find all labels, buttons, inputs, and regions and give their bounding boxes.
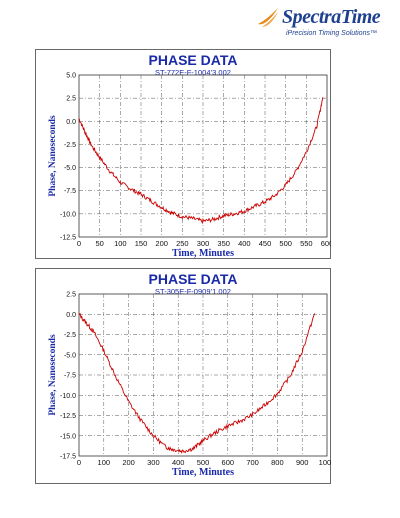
- x-tick-label: 100: [114, 239, 127, 248]
- y-tick-label: -7.5: [64, 373, 76, 380]
- phase-series-line: [78, 312, 316, 454]
- brand-tagline: iPrecision Timing Solutions™: [286, 30, 377, 37]
- x-tick-label: 900: [296, 458, 309, 467]
- x-tick-label: 600: [321, 239, 331, 248]
- y-tick-label: 5.0: [66, 73, 76, 80]
- x-tick-label: 350: [217, 239, 230, 248]
- y-tick-label: -17.5: [60, 454, 76, 461]
- swoosh-icon: [258, 8, 278, 27]
- x-tick-label: 500: [197, 458, 210, 467]
- x-tick-label: 0: [77, 239, 81, 248]
- x-tick-label: 300: [197, 239, 210, 248]
- x-axis-label: Time, Minutes: [172, 467, 234, 478]
- x-tick-label: 800: [271, 458, 284, 467]
- y-tick-label: -15.0: [60, 433, 76, 440]
- chart-title: PHASE DATA: [149, 271, 238, 287]
- x-tick-label: 550: [300, 239, 313, 248]
- x-tick-label: 450: [259, 239, 272, 248]
- y-tick-label: 2.5: [66, 292, 76, 299]
- y-tick-label: -12.5: [60, 413, 76, 420]
- chart-subtitle: ST-772E-F-1004’3.002: [155, 68, 231, 77]
- y-tick-label: -2.5: [64, 332, 76, 339]
- y-tick-label: -7.5: [64, 188, 76, 195]
- y-tick-label: 2.5: [66, 96, 76, 103]
- phase-chart-1: PHASE DATA ST-772E-F-1004’3.002 0 50 100 150 2…: [35, 49, 331, 259]
- x-tick-label: 500: [279, 239, 292, 248]
- x-tick-label: 700: [246, 458, 259, 467]
- y-tick-label: -5.0: [64, 165, 76, 172]
- x-tick-label: 50: [95, 239, 103, 248]
- x-tick-label: 200: [155, 239, 168, 248]
- chart-subtitle: ST-305E-F-0909’1.002: [155, 287, 231, 296]
- x-tick-label: 300: [147, 458, 160, 467]
- y-tick-label: -10.0: [60, 211, 76, 218]
- x-axis-label: Time, Minutes: [172, 248, 234, 259]
- y-tick-label: -2.5: [64, 142, 76, 149]
- x-tick-label: 400: [238, 239, 251, 248]
- phase-series-line: [78, 97, 324, 225]
- y-tick-label: -10.0: [60, 393, 76, 400]
- x-tick-label: 250: [176, 239, 189, 248]
- y-tick-label: 0.0: [66, 119, 76, 126]
- y-axis-label: Phase, Nanoseconds: [48, 334, 58, 416]
- x-tick-label: 0: [77, 458, 81, 467]
- spectratime-logo: SpectraTime iPrecision Timing Solutions™: [256, 4, 396, 42]
- x-tick-label: 600: [222, 458, 235, 467]
- x-tick-label: 400: [172, 458, 185, 467]
- y-tick-label: 0.0: [66, 312, 76, 319]
- brand-name: SpectraTime: [282, 6, 381, 28]
- y-axis-label: Phase, Nanoseconds: [48, 115, 58, 197]
- x-tick-label: 200: [122, 458, 135, 467]
- phase-chart-2: PHASE DATA ST-305E-F-0909’1.002 0 100 200 300…: [35, 268, 331, 484]
- chart-title: PHASE DATA: [149, 52, 238, 68]
- x-tick-label: 150: [135, 239, 148, 248]
- x-tick-label: 100: [98, 458, 111, 467]
- y-tick-label: -5.0: [64, 352, 76, 359]
- y-tick-label: -12.5: [60, 235, 76, 242]
- x-tick-label: 1000: [319, 458, 331, 467]
